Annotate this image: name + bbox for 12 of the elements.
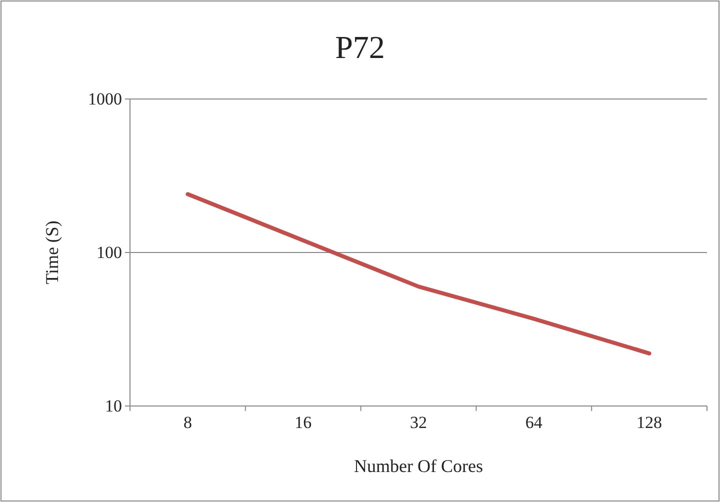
x-tick-label: 32 <box>410 413 427 432</box>
x-tick-label: 16 <box>294 413 312 432</box>
chart-title: P72 <box>335 29 385 65</box>
x-tick-label: 64 <box>525 413 543 432</box>
y-tick-label: 1000 <box>88 89 122 108</box>
y-tick-label: 10 <box>105 396 122 416</box>
x-tick-label: 8 <box>183 413 192 432</box>
y-axis-title: Time (S) <box>42 220 62 284</box>
x-tick-label: 128 <box>636 413 662 432</box>
x-axis-title: Number Of Cores <box>354 456 483 476</box>
y-tick-label: 100 <box>96 242 122 262</box>
line-series <box>186 192 652 356</box>
